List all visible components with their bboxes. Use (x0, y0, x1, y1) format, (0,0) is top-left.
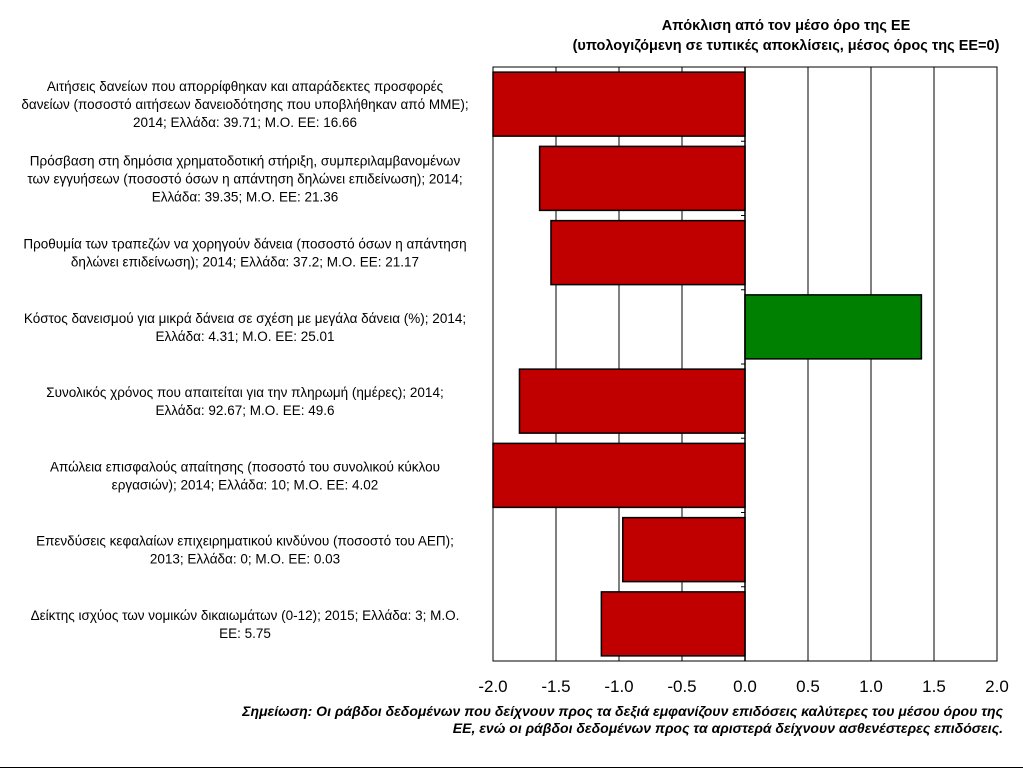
category-label-line: Προθυμία των τραπεζών να χορηγούν δάνεια… (23, 237, 466, 252)
category-label: Επενδύσεις κεφαλαίων επιχειρηματικού κιν… (36, 534, 454, 567)
category-label-line: ΕΕ: 5.75 (219, 626, 271, 641)
category-label-line: Πρόσβαση στη δημόσια χρηματοδοτική στήρι… (30, 153, 461, 168)
category-label-line: Απώλεια επισφαλούς απαίτησης (ποσοστό το… (50, 459, 440, 474)
category-label-line: 2014; Ελλάδα: 39.71; Μ.Ο. ΕΕ: 16.66 (133, 115, 357, 130)
chart-note-line-2: ΕΕ, ενώ οι ράβδοι δεδομένων προς τα αρισ… (452, 720, 1003, 736)
chart-note-line-1: Σημείωση: Οι ράβδοι δεδομένων που δείχνο… (242, 703, 1003, 719)
x-tick-label: -0.5 (667, 677, 696, 696)
chart-title: Απόκλιση από τον μέσο όρο της ΕΕ (662, 18, 911, 34)
x-tick-label: -1.5 (541, 677, 570, 696)
category-label-line: Ελλάδα: 4.31; Μ.Ο. ΕΕ: 25.01 (156, 329, 335, 344)
bar (550, 219, 746, 286)
x-tick-label: 2.0 (985, 677, 1009, 696)
bottom-divider (0, 767, 1023, 768)
x-tick-label: -2.0 (478, 677, 507, 696)
category-label: Πρόσβαση στη δημόσια χρηματοδοτική στήρι… (27, 153, 462, 204)
x-tick-label: 1.5 (922, 677, 946, 696)
category-label-line: δηλώνει επιδείνωση); 2014; Ελλάδα: 37.2;… (71, 255, 419, 270)
x-tick-label: 1.0 (859, 677, 883, 696)
category-label-line: Ελλάδα: 39.35; Μ.Ο. ΕΕ: 21.36 (152, 189, 339, 204)
bar (492, 71, 746, 137)
category-label-line: εργασιών); 2014; Ελλάδα: 10; Μ.Ο. ΕΕ: 4.… (112, 477, 379, 492)
x-tick-label: 0.0 (733, 677, 757, 696)
category-label-line: Ελλάδα: 92.67; Μ.Ο. ΕΕ: 49.6 (156, 403, 335, 418)
category-labels: Αιτήσεις δανείων που απορρίφθηκαν και απ… (21, 79, 468, 641)
x-axis-ticks: -2.0 -1.5 -1.0 -0.5 0.0 0.5 1.0 1.5 2.0 (478, 677, 1008, 696)
bar (518, 368, 746, 434)
bar (600, 591, 746, 657)
category-label-line: των εγγυήσεων (ποσοστό όσων η απάντηση δ… (27, 171, 462, 186)
bar (744, 294, 923, 360)
x-tick-label: 0.5 (796, 677, 820, 696)
category-label-line: Κόστος δανεισμού για μικρά δάνεια σε σχέ… (24, 311, 466, 326)
category-label-line: Αιτήσεις δανείων που απορρίφθηκαν και απ… (47, 79, 444, 94)
category-label-line: δανείων (ποσοστό αιτήσεων δανειοδότησης … (21, 97, 468, 112)
category-label-line: Δείκτης ισχύος των νομικών δικαιωμάτων (… (31, 608, 460, 623)
plot-area-frame (492, 66, 998, 662)
category-label: Συνολικός χρόνος που απαιτείται για την … (46, 385, 443, 418)
category-label: Απώλεια επισφαλούς απαίτησης (ποσοστό το… (50, 459, 440, 492)
x-tick-label: -1.0 (604, 677, 633, 696)
category-label: Προθυμία των τραπεζών να χορηγούν δάνεια… (23, 237, 466, 270)
bars (492, 66, 923, 662)
category-label-line: 2013; Ελλάδα: 0; Μ.Ο. ΕΕ: 0.03 (150, 552, 340, 567)
category-label: Δείκτης ισχύος των νομικών δικαιωμάτων (… (31, 608, 460, 641)
category-label-line: Επενδύσεις κεφαλαίων επιχειρηματικού κιν… (36, 534, 454, 549)
chart-canvas: Απόκλιση από τον μέσο όρο της ΕΕ (υπολογ… (21, 18, 1008, 696)
category-label-line: Συνολικός χρόνος που απαιτείται για την … (46, 385, 443, 400)
chart-note: Σημείωση: Οι ράβδοι δεδομένων που δείχνο… (123, 703, 1003, 737)
bar (538, 145, 746, 212)
category-label: Αιτήσεις δανείων που απορρίφθηκαν και απ… (21, 79, 468, 130)
bar (492, 442, 746, 509)
chart-subtitle: (υπολογιζόμενη σε τυπικές αποκλίσεις, μέ… (573, 38, 1000, 54)
category-label: Κόστος δανεισμού για μικρά δάνεια σε σχέ… (24, 311, 466, 344)
bar (622, 516, 746, 583)
